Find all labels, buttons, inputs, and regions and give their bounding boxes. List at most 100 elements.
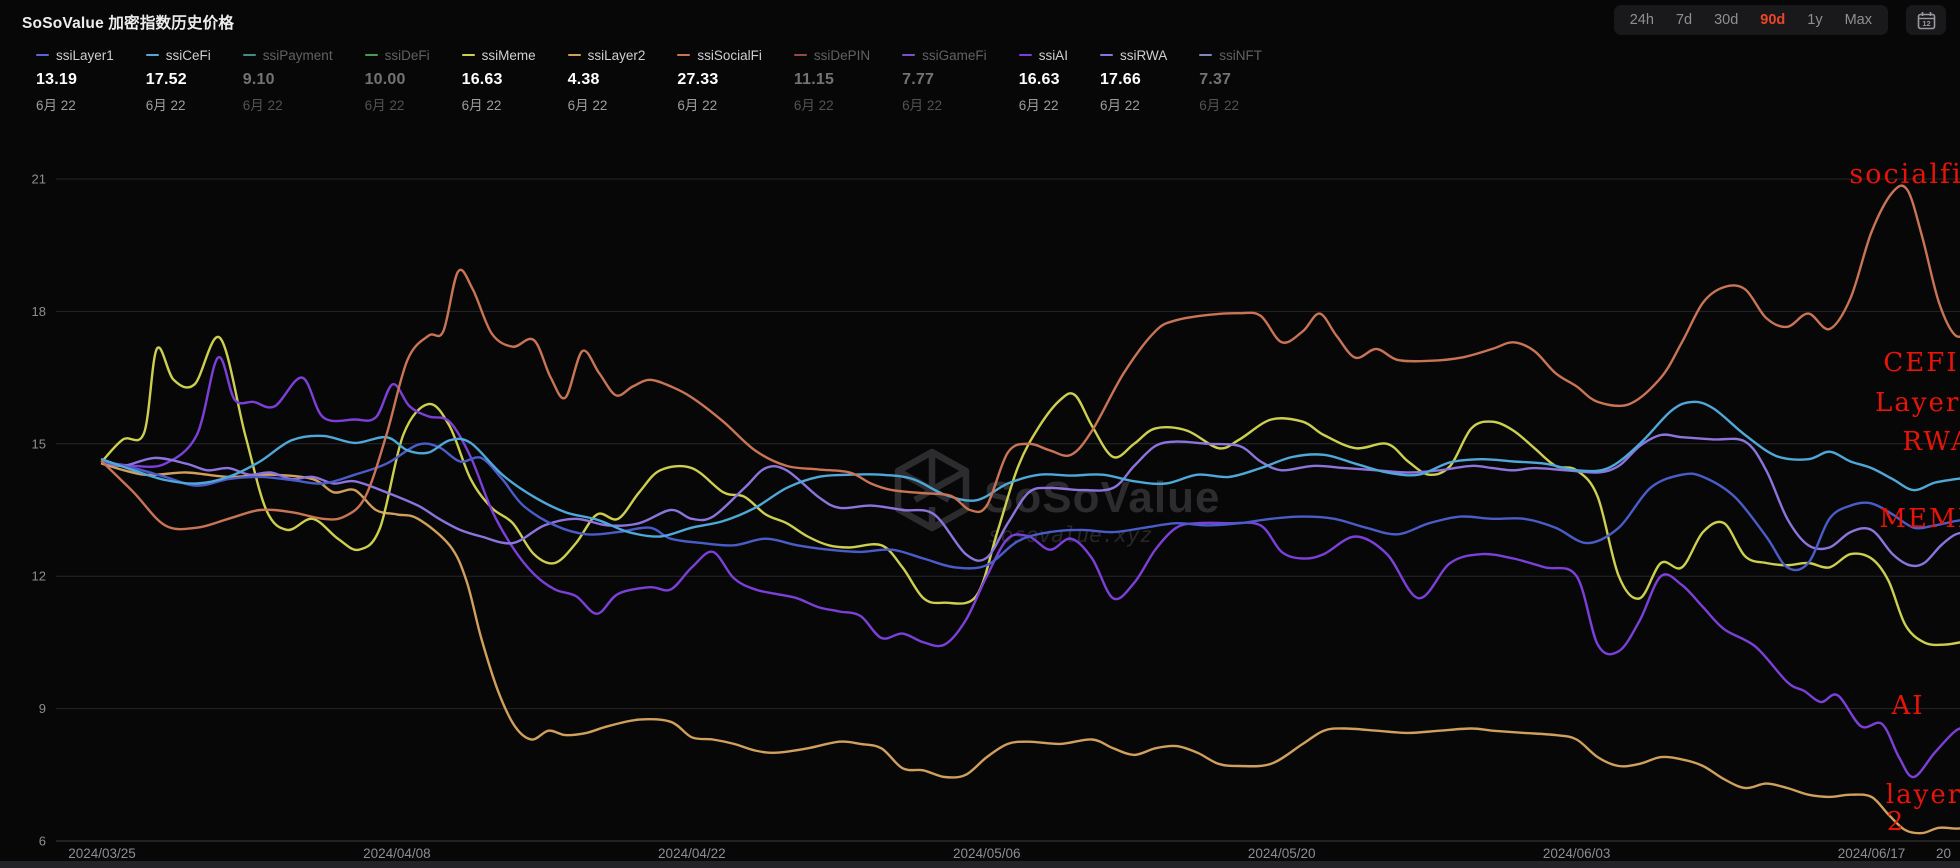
legend-item-ssilayer2[interactable]: ssiLayer2 4.38 6月 22 (567, 46, 646, 114)
svg-text:12: 12 (1922, 19, 1930, 28)
x-tick-label-clipped: 20 (1936, 846, 1951, 861)
series-latest-date: 6月 22 (1199, 98, 1239, 113)
series-line-ssilayer2 (100, 462, 1960, 835)
series-latest-date: 6月 22 (567, 98, 608, 113)
page-title: SoSoValue 加密指数历史价格 (22, 15, 235, 32)
series-latest-value: 16.63 (1018, 71, 1060, 88)
range-option-1y[interactable]: 1y (1807, 12, 1823, 28)
series-latest-value: 10.00 (364, 71, 406, 88)
series-latest-value: 17.52 (145, 71, 187, 88)
series-latest-value: 13.19 (36, 71, 78, 88)
series-color-dash-icon (567, 53, 581, 57)
calendar-button[interactable]: 12 (1906, 5, 1946, 35)
range-option-7d[interactable]: 7d (1675, 12, 1693, 28)
range-option-30d[interactable]: 30d (1714, 12, 1739, 28)
series-latest-date: 6月 22 (1099, 98, 1140, 113)
series-latest-date: 6月 22 (145, 98, 186, 113)
legend-item-ssiai[interactable]: ssiAI 16.63 6月 22 (1018, 46, 1068, 114)
series-latest-value: 17.66 (1099, 71, 1141, 88)
series-latest-date: 6月 22 (364, 98, 405, 113)
legend-item-ssicefi[interactable]: ssiCeFi 17.52 6月 22 (145, 46, 211, 114)
x-tick-label: 2024/05/20 (1248, 846, 1316, 861)
series-color-dash-icon (145, 53, 159, 57)
series-latest-date: 6月 22 (242, 98, 283, 113)
series-label: ssiSocialFi (697, 47, 762, 63)
annotation-layer1: Layer1 (1875, 388, 1960, 418)
legend-item-ssimeme[interactable]: ssiMeme 16.63 6月 22 (461, 46, 536, 114)
calendar-icon: 12 (1917, 11, 1935, 29)
series-label: ssiLayer2 (587, 47, 646, 63)
x-tick-label: 2024/04/08 (363, 846, 431, 861)
range-option-24h[interactable]: 24h (1629, 12, 1654, 28)
series-latest-value: 7.77 (902, 71, 935, 88)
y-tick-label: 12 (32, 569, 46, 584)
legend-item-ssigamefi[interactable]: ssiGameFi 7.77 6月 22 (902, 46, 987, 114)
series-label: ssiMeme (481, 47, 536, 63)
series-color-dash-icon (1199, 53, 1213, 57)
watermark-logo-icon (894, 448, 970, 532)
series-latest-value: 7.37 (1199, 71, 1232, 88)
series-label: ssiDePIN (813, 47, 871, 63)
time-range-selector: 24h 7d 30d 90d 1y Max (1613, 5, 1888, 35)
series-label: ssiGameFi (922, 47, 987, 63)
series-line-ssicefi (100, 400, 1960, 538)
series-line-ssiai (100, 356, 1960, 779)
series-line-ssimeme (100, 335, 1960, 647)
y-tick-label: 9 (39, 701, 46, 716)
series-latest-value: 4.38 (567, 71, 600, 88)
legend-item-ssinft[interactable]: ssiNFT 7.37 6月 22 (1199, 46, 1262, 114)
annotation-ai: AI (1890, 691, 1924, 721)
annotation-layer: layer (1886, 780, 1960, 810)
series-latest-value: 11.15 (793, 71, 835, 88)
series-color-dash-icon (461, 53, 475, 57)
series-latest-date: 6月 22 (1018, 98, 1059, 113)
series-color-dash-icon (677, 53, 691, 57)
header-controls: 24h 7d 30d 90d 1y Max 12 (1613, 5, 1946, 35)
series-latest-value: 9.10 (242, 71, 275, 88)
series-latest-value: 27.33 (677, 71, 719, 88)
x-tick-label: 2024/06/03 (1543, 846, 1611, 861)
y-tick-label: 18 (32, 304, 46, 319)
series-latest-date: 6月 22 (677, 98, 718, 113)
range-option-max[interactable]: Max (1844, 12, 1872, 28)
annotation-2: 2 (1887, 807, 1906, 837)
series-label: ssiPayment (262, 47, 333, 63)
y-tick-label: 6 (39, 834, 46, 849)
series-color-dash-icon (242, 53, 256, 57)
series-latest-date: 6月 22 (461, 98, 502, 113)
legend-item-ssidepin[interactable]: ssiDePIN 11.15 6月 22 (793, 46, 871, 114)
chart-legend: ssiLayer1 13.19 6月 22 ssiCeFi 17.52 6月 22 ssiP… (36, 46, 1262, 114)
legend-item-ssisocialfi[interactable]: ssiSocialFi 27.33 6月 22 (677, 46, 762, 114)
series-line-ssisocialfi (100, 184, 1960, 531)
series-line-ssirwa (100, 433, 1960, 568)
range-option-90d[interactable]: 90d (1760, 12, 1786, 28)
series-color-dash-icon (793, 53, 807, 57)
series-latest-date: 6月 22 (793, 98, 834, 113)
y-tick-label: 15 (32, 436, 46, 451)
annotation-socialfi: socialfi (1849, 159, 1960, 190)
x-tick-label: 2024/03/25 (68, 846, 136, 861)
annotation-cefi: CEFI (1883, 348, 1958, 378)
series-color-dash-icon (1099, 53, 1113, 57)
series-latest-date: 6月 22 (902, 98, 942, 113)
annotation-rwa: RWA (1902, 427, 1960, 457)
legend-item-ssipayment[interactable]: ssiPayment 9.10 6月 22 (242, 46, 333, 114)
series-label: ssiRWA (1119, 47, 1168, 63)
x-tick-label: 2024/06/17 (1838, 846, 1906, 861)
legend-item-ssidefi[interactable]: ssiDeFi 10.00 6月 22 (364, 46, 430, 114)
chart-header: SoSoValue 加密指数历史价格 24h 7d 30d 90d 1y Max 12 (0, 0, 1960, 40)
series-label: ssiNFT (1219, 47, 1262, 63)
series-label: ssiDeFi (384, 47, 430, 63)
y-tick-label: 21 (32, 172, 46, 187)
series-latest-date: 6月 22 (36, 98, 76, 113)
series-latest-value: 16.63 (461, 71, 503, 88)
legend-item-ssirwa[interactable]: ssiRWA 17.66 6月 22 (1099, 46, 1168, 114)
annotation-meme: MEME (1879, 504, 1960, 534)
horizontal-scrollbar[interactable] (0, 861, 1960, 868)
series-label: ssiLayer1 (56, 47, 114, 63)
series-label: ssiAI (1038, 47, 1068, 63)
legend-item-ssilayer1[interactable]: ssiLayer1 13.19 6月 22 (36, 46, 114, 114)
